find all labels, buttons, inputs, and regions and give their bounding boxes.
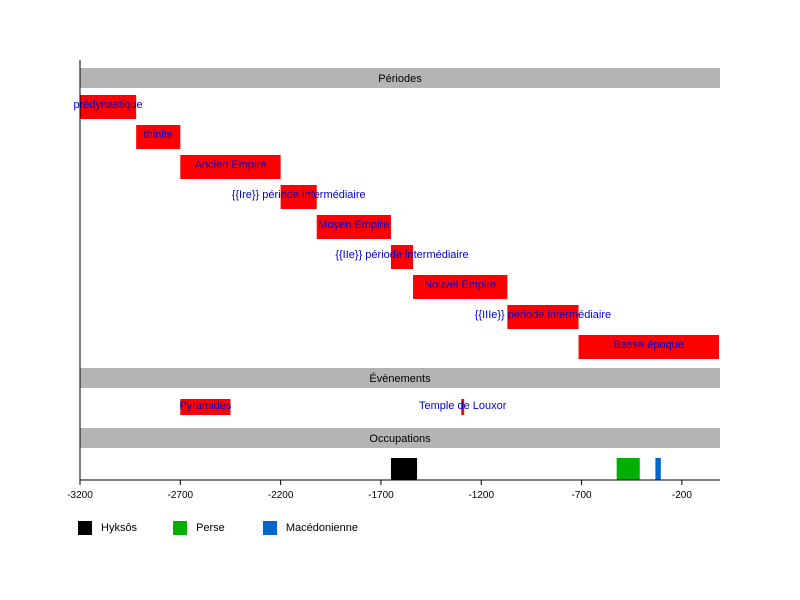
x-tick-label-m1200: -1200 (468, 490, 494, 501)
section-header-occupations (80, 428, 720, 448)
legend-item-perse: Perse (173, 521, 225, 535)
legend-swatch-hyksos (78, 521, 92, 535)
legend-label-macedonienne: Macédonienne (285, 522, 358, 534)
section-title-occupations: Occupations (369, 433, 431, 445)
section-title-periodes: Périodes (378, 73, 422, 85)
period-label-ancien-empire: Ancien Empire (195, 159, 267, 171)
event-label-temple-de-louxor: Temple de Louxor (419, 400, 507, 412)
x-tick-label-m1700: -1700 (368, 490, 394, 501)
legend-swatch-macedonienne (262, 521, 277, 535)
period-bar-basse-epoque (578, 335, 719, 359)
period-bar-iie-periode-intermediaire (390, 245, 414, 269)
legend: Hyksôs Perse Macédonienne (78, 521, 358, 535)
legend-label-hyksos: Hyksôs (101, 522, 138, 534)
period-label-basse-epoque: Basse époque (614, 339, 684, 351)
x-tick-label-m2700: -2700 (168, 490, 194, 501)
period-bar-predynastique (80, 95, 137, 119)
x-tick-label-m700: -700 (572, 490, 592, 501)
period-bar-ire-periode-intermediaire (280, 185, 317, 209)
legend-item-hyksos: Hyksôs (78, 521, 137, 535)
section-header-periodes (80, 68, 720, 88)
period-bar-moyen-empire (316, 215, 391, 239)
section-title-evenements: Évènements (369, 372, 431, 385)
section-header-evenements (80, 368, 720, 388)
occupation-bar-perse (616, 458, 640, 480)
period-label-ire-periode-intermediaire: {{Ire}} période intermédiaire (232, 189, 366, 201)
x-tick-label-m200: -200 (672, 490, 692, 501)
period-label-iiie-periode-intermediaire: {{IIIe}} période intermédiaire (475, 309, 611, 321)
legend-swatch-perse (173, 521, 188, 535)
x-tick-label-m2200: -2200 (268, 490, 294, 501)
period-label-moyen-empire: Moyen Empire (318, 219, 389, 231)
period-label-thinite: thinite (144, 129, 173, 141)
event-label-pyramides: Pyramides (179, 400, 231, 412)
event-bar-pyramides (180, 399, 231, 415)
event-bar-temple-de-louxor (461, 399, 465, 415)
occupation-bar-macedonienne (655, 458, 661, 480)
period-label-nouvel-empire: Nouvel Empire (424, 279, 496, 291)
period-bar-thinite (136, 125, 181, 149)
legend-label-perse: Perse (196, 522, 225, 534)
legend-item-macedonienne: Macédonienne (262, 521, 358, 535)
period-bar-iiie-periode-intermediaire (507, 305, 579, 329)
x-tick-label-m3200: -3200 (67, 490, 93, 501)
period-label-predynastique: prédynastique (74, 99, 143, 111)
period-label-iie-periode-intermediaire: {{IIe}} période intermédiaire (335, 249, 468, 261)
occupation-bar-hyksos (390, 458, 418, 480)
period-bar-ancien-empire (180, 155, 281, 179)
period-bar-nouvel-empire (413, 275, 508, 299)
